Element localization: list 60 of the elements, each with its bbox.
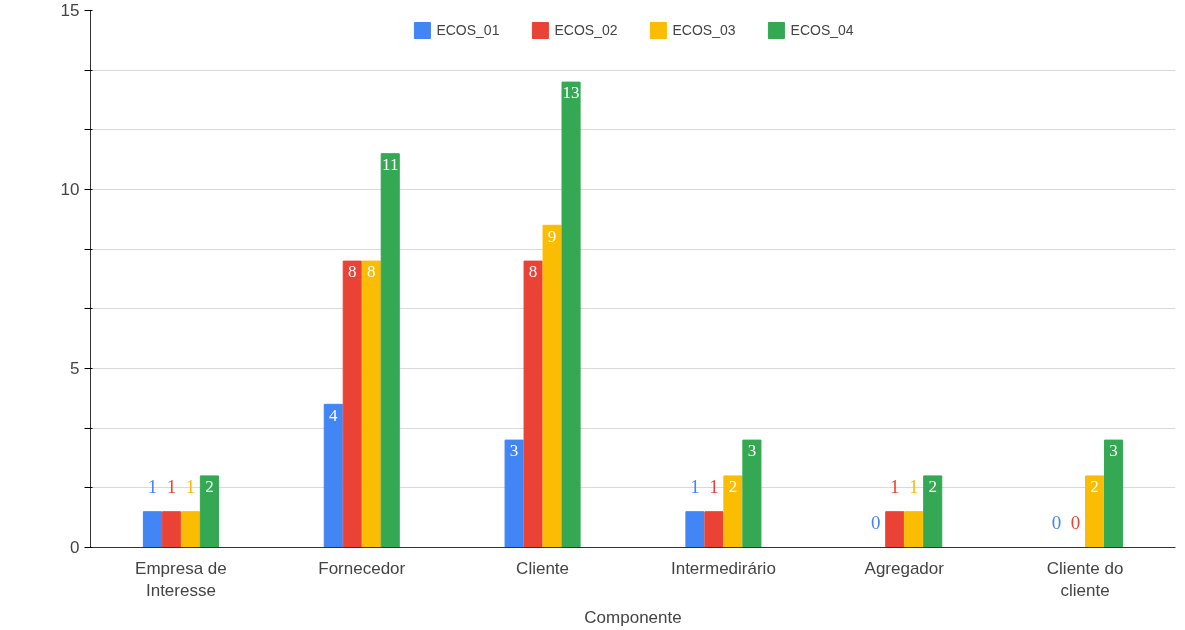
data-label: 2 (928, 477, 937, 497)
data-label: 13 (562, 83, 580, 103)
data-label: 1 (147, 475, 158, 497)
data-label: 0 (871, 511, 881, 533)
data-label: 3 (1109, 441, 1118, 461)
y-tick-label: 5 (70, 359, 80, 378)
bar (161, 511, 181, 548)
x-tick-label: Cliente (516, 558, 570, 578)
data-label: 1 (166, 475, 177, 497)
x-tick-label: Intermedirário (670, 558, 776, 578)
data-label: 3 (747, 441, 757, 461)
x-axis-title: Componente (584, 608, 682, 628)
bar (342, 260, 362, 548)
y-tick-label: 0 (70, 538, 80, 557)
data-label: 1 (185, 475, 196, 497)
data-label: 1 (908, 475, 919, 497)
bar (380, 153, 400, 548)
bar (685, 511, 705, 548)
data-label: 0 (1070, 511, 1081, 533)
data-label: 1 (709, 475, 719, 497)
x-tick-label: Empresa de Interesse (135, 558, 227, 601)
data-label: 8 (348, 262, 357, 282)
data-label: 11 (382, 155, 399, 175)
x-tick-label: Fornecedor (318, 558, 406, 578)
y-tick-label: 15 (60, 1, 80, 20)
bar (885, 511, 905, 548)
data-label: 9 (547, 226, 557, 246)
x-tick-label: Agregador (864, 558, 945, 578)
bar (561, 81, 581, 548)
legend-label: ECOS_01 (436, 22, 500, 38)
data-label: 2 (205, 477, 214, 497)
legend-label: ECOS_03 (672, 22, 736, 38)
bar (542, 224, 562, 548)
bar (361, 260, 381, 548)
bar (904, 511, 924, 548)
x-tick-label: Cliente do cliente (1046, 558, 1124, 601)
bar (199, 475, 219, 548)
bar (180, 511, 200, 548)
bar (723, 475, 743, 548)
legend-label: ECOS_02 (554, 22, 618, 38)
data-label: 2 (1090, 477, 1099, 497)
bar (504, 439, 524, 548)
data-label: 0 (1051, 511, 1062, 533)
data-label: 1 (690, 475, 700, 497)
bar (1085, 475, 1105, 548)
data-label: 3 (509, 441, 519, 461)
bar (742, 439, 762, 548)
data-label: 4 (329, 405, 339, 425)
bar (323, 403, 343, 548)
legend-label: ECOS_04 (790, 22, 854, 38)
bar (523, 260, 543, 548)
data-label: 8 (528, 262, 538, 282)
bar (142, 511, 162, 548)
bar (1104, 439, 1124, 548)
y-tick-label: 10 (60, 180, 80, 199)
data-label: 2 (728, 477, 738, 497)
data-label: 8 (366, 262, 376, 282)
data-label: 1 (890, 475, 900, 497)
bar (923, 475, 943, 548)
bar (704, 511, 724, 548)
